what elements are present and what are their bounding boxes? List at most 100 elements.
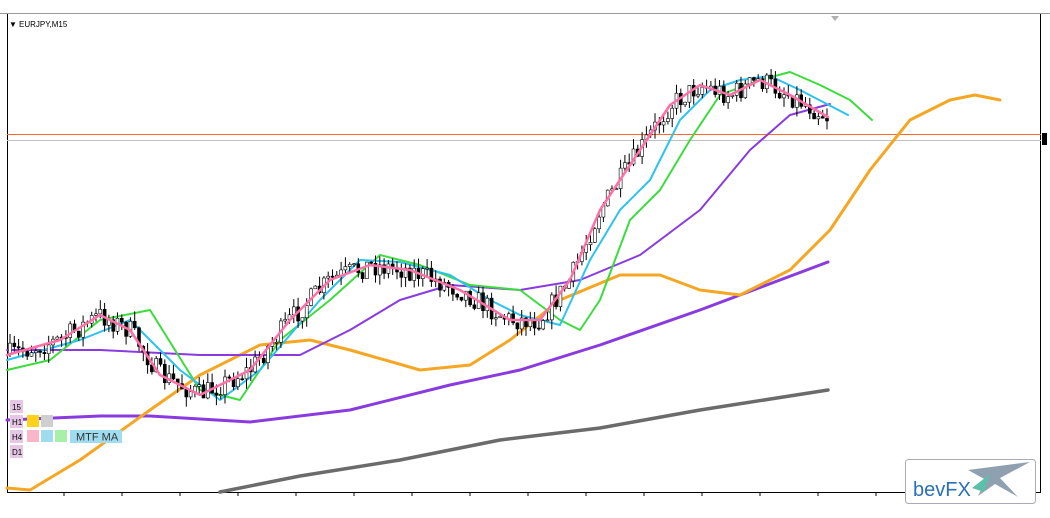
- ma-pink: [5, 78, 830, 397]
- candle-body: [300, 317, 305, 322]
- candle-body: [38, 350, 42, 353]
- candle-body: [171, 373, 176, 380]
- candle-body: [670, 107, 675, 119]
- candle-body: [98, 308, 103, 315]
- candle-body: [163, 363, 167, 384]
- candle-body: [214, 392, 219, 396]
- candle-body: [218, 394, 223, 396]
- candle-body: [494, 317, 498, 320]
- logo-bird-accent: [972, 474, 990, 492]
- candle-body: [188, 391, 193, 398]
- mtf-label-box[interactable]: [70, 430, 122, 443]
- tf-label[interactable]: H1: [12, 418, 23, 427]
- tf-box: [10, 430, 23, 443]
- candle-body: [545, 319, 550, 322]
- candle-body: [137, 327, 141, 347]
- candle-body: [29, 352, 34, 357]
- candle-body: [730, 95, 735, 97]
- candle-body: [455, 293, 460, 298]
- candle-body: [661, 121, 666, 126]
- candle-body: [12, 342, 17, 347]
- candle-body: [734, 82, 739, 96]
- candle-body: [700, 86, 705, 95]
- tf-label[interactable]: H4: [12, 433, 23, 442]
- candle-body: [313, 285, 318, 290]
- candle-body: [158, 358, 163, 365]
- mtf-panel: 15 H1 H4 D1 MTF MA: [10, 400, 122, 458]
- candle-body: [347, 264, 352, 267]
- candle-body: [382, 264, 386, 274]
- color-box[interactable]: [55, 430, 67, 442]
- candle-body: [33, 350, 38, 353]
- candle-body: [696, 94, 700, 97]
- color-box[interactable]: [27, 415, 39, 427]
- candle-body: [274, 342, 279, 344]
- candle-body: [132, 321, 137, 329]
- candle-body: [377, 264, 382, 276]
- candle-body: [438, 278, 442, 291]
- candle-body: [223, 376, 227, 395]
- color-box[interactable]: [41, 430, 53, 442]
- candle-body: [816, 116, 821, 120]
- candle-body: [111, 319, 115, 332]
- tf-box: [10, 445, 23, 458]
- candle-body: [68, 323, 72, 338]
- ma-purple-slow: [5, 260, 830, 424]
- candle-body: [25, 351, 30, 357]
- candle-body: [94, 313, 98, 316]
- candle-body: [519, 317, 524, 330]
- candle-body: [726, 96, 730, 103]
- mtf-label[interactable]: MTF MA: [76, 432, 119, 444]
- candle-body: [524, 317, 528, 328]
- candle-body: [588, 242, 593, 245]
- candle-body: [261, 357, 266, 363]
- candle-body: [16, 346, 21, 349]
- candle-body: [777, 92, 782, 99]
- candle-body: [240, 378, 244, 381]
- candle-body: [120, 317, 124, 323]
- symbol-caret: ▼: [9, 20, 17, 29]
- candle-body: [184, 388, 189, 398]
- shift-marker: [831, 16, 839, 21]
- time-ticks: [63, 492, 993, 496]
- ma-gray: [218, 388, 830, 494]
- tf-label[interactable]: 15: [12, 403, 21, 412]
- candle-body: [429, 267, 434, 282]
- candle-body: [408, 267, 412, 281]
- candle-body: [558, 285, 563, 307]
- color-box[interactable]: [27, 430, 39, 442]
- candle-body: [541, 320, 546, 330]
- candle-body: [81, 321, 85, 338]
- candle-body: [343, 266, 348, 271]
- price-marker: [1042, 133, 1047, 145]
- candle-body: [623, 162, 627, 169]
- candle-body: [442, 281, 447, 291]
- candle-body: [369, 261, 374, 264]
- candle-body: [472, 304, 477, 309]
- symbol-label: EURJPY,M15: [19, 20, 68, 29]
- candle-body: [592, 228, 597, 243]
- candle-body: [304, 305, 309, 318]
- candle-body: [77, 330, 81, 338]
- candle-body: [782, 94, 786, 99]
- candle-body: [8, 342, 12, 355]
- candle-body: [537, 327, 541, 330]
- tf-box: [10, 415, 23, 428]
- candle-body: [403, 267, 408, 278]
- color-box[interactable]: [41, 415, 53, 427]
- candle-body: [352, 263, 356, 266]
- candle-body: [807, 104, 812, 114]
- candle-body: [597, 216, 601, 230]
- tf-label[interactable]: D1: [12, 448, 23, 457]
- candle-body: [425, 267, 429, 270]
- candle-body: [330, 275, 335, 278]
- candle-body: [760, 78, 765, 90]
- candle-body: [825, 117, 829, 122]
- candle-body: [820, 116, 825, 119]
- logo: bevFX: [905, 459, 1036, 504]
- candle-body: [55, 336, 60, 340]
- candle-body: [769, 74, 773, 80]
